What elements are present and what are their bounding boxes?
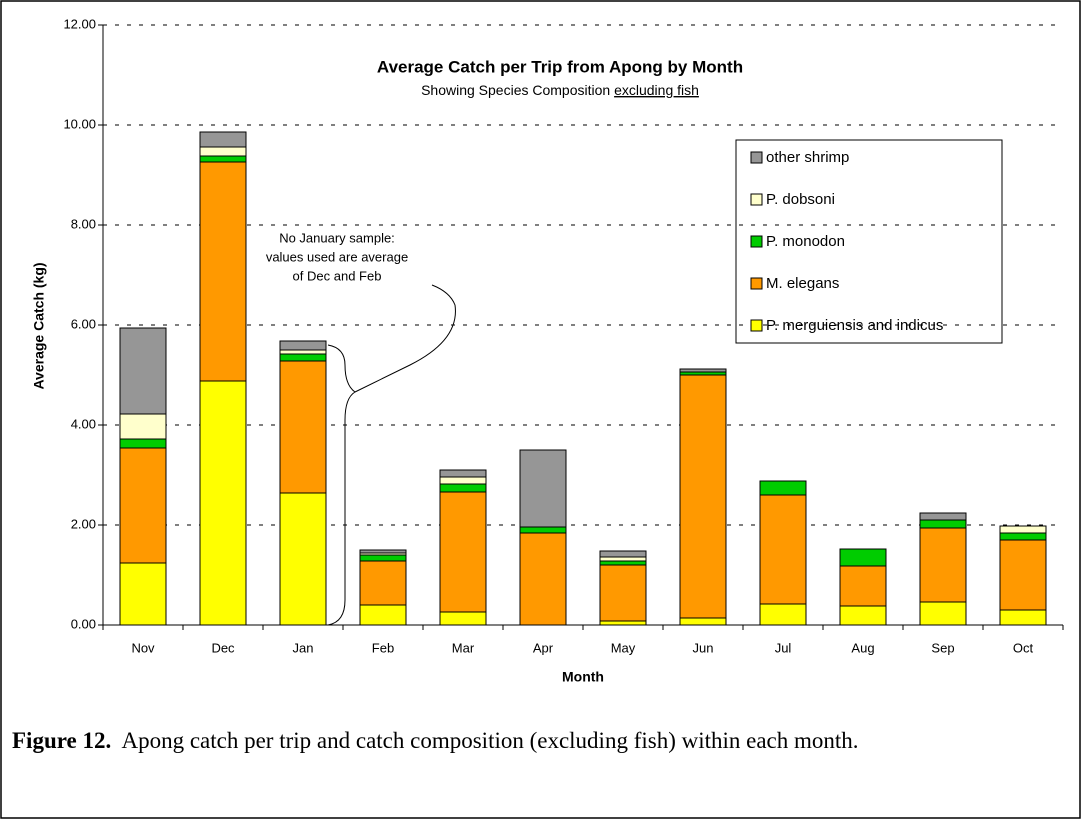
bar-segment (199, 161, 247, 382)
legend-box (735, 139, 1003, 344)
bar-segment (599, 556, 647, 562)
bar-segment (999, 532, 1047, 541)
x-tick-label: May (611, 640, 636, 655)
legend-swatch (750, 151, 763, 164)
y-axis-label: Average Catch (kg) (31, 262, 47, 389)
y-tick-label: 4.00 (71, 416, 96, 431)
bar-segment (679, 374, 727, 619)
subtitle-text: Showing Species Composition (421, 82, 610, 98)
bar-segment (519, 526, 567, 534)
bar-segment (279, 492, 327, 626)
legend-swatch (750, 193, 763, 206)
bar-segment (599, 620, 647, 626)
x-tick-label: Jun (693, 640, 714, 655)
x-tick-label: Sep (931, 640, 954, 655)
bar-segment (279, 353, 327, 362)
x-tick-label: Dec (211, 640, 235, 655)
bar-segment (919, 519, 967, 529)
y-tick-label: 6.00 (71, 316, 96, 331)
legend-swatch (750, 277, 763, 290)
bar-segment (439, 611, 487, 626)
y-tick-label: 2.00 (71, 516, 96, 531)
bar-segment (759, 494, 807, 605)
bar-segment (599, 550, 647, 558)
bar-segment (519, 449, 567, 528)
bar-segment (119, 438, 167, 449)
annotation-line: No January sample: (279, 230, 395, 245)
bar-segment (279, 349, 327, 355)
bar-segment (439, 476, 487, 485)
bar-segment (359, 604, 407, 626)
caption-text: Apong catch per trip and catch compositi… (121, 728, 859, 753)
bar-segment (599, 564, 647, 622)
subtitle-underlined: excluding fish (614, 82, 699, 98)
bar-segment (199, 146, 247, 157)
bar-segment (599, 560, 647, 566)
bar-segment (759, 603, 807, 626)
bar-segment (679, 368, 727, 373)
legend-label: P. merguiensis and indicus (766, 317, 943, 334)
bar-segment (119, 562, 167, 626)
annotation-brace (327, 344, 356, 626)
legend-label: other shrimp (766, 149, 849, 166)
bar-segment (999, 525, 1047, 534)
bar-segment (119, 327, 167, 415)
bar-segment (119, 447, 167, 564)
caption: Figure 12. Apong catch per trip and catc… (12, 726, 1012, 756)
y-tick-label: 12.00 (63, 16, 96, 31)
bar-segment (199, 131, 247, 148)
bar-segment (439, 491, 487, 613)
y-tick-label: 10.00 (63, 116, 96, 131)
x-tick-label: Apr (533, 640, 554, 655)
legend-label: M. elegans (766, 275, 839, 292)
bar-segment (839, 605, 887, 626)
legend-label: P. dobsoni (766, 191, 835, 208)
bar-segment (279, 360, 327, 494)
bar-segment (439, 483, 487, 493)
bar-segment (999, 609, 1047, 626)
y-tick-label: 0.00 (71, 616, 96, 631)
bar-segment (759, 480, 807, 496)
bar-segment (199, 380, 247, 626)
bar-segment (519, 532, 567, 626)
x-tick-label: Mar (452, 640, 475, 655)
bar-segment (359, 549, 407, 554)
bar-segment (919, 601, 967, 626)
x-tick-label: Jul (775, 640, 792, 655)
chart-title: Average Catch per Trip from Apong by Mon… (377, 57, 743, 76)
chart-subtitle: Showing Species Composition excluding fi… (421, 82, 699, 98)
bar-segment (359, 554, 407, 562)
bar-segment (199, 155, 247, 163)
legend-swatch (750, 319, 763, 332)
x-tick-label: Aug (851, 640, 874, 655)
annotation-line: values used are average (266, 249, 408, 264)
x-tick-label: Feb (372, 640, 394, 655)
annotation-line: of Dec and Feb (293, 268, 382, 283)
bar-segment (359, 560, 407, 606)
caption-label: Figure 12. (12, 728, 112, 753)
bar-segment (119, 413, 167, 440)
bar-segment (439, 469, 487, 478)
x-tick-label: Oct (1013, 640, 1034, 655)
bar-segment (279, 340, 327, 351)
bar-segment (919, 527, 967, 603)
y-tick-label: 8.00 (71, 216, 96, 231)
x-tick-label: Nov (131, 640, 155, 655)
x-tick-label: Jan (293, 640, 314, 655)
legend-label: P. monodon (766, 233, 845, 250)
bar-segment (999, 539, 1047, 611)
bar-segment (679, 617, 727, 626)
legend-swatch (750, 235, 763, 248)
bar-segment (839, 548, 887, 567)
bar-segment (919, 512, 967, 521)
annotation-leader (354, 284, 456, 393)
bar-segment (839, 565, 887, 607)
x-axis-label: Month (562, 669, 604, 685)
